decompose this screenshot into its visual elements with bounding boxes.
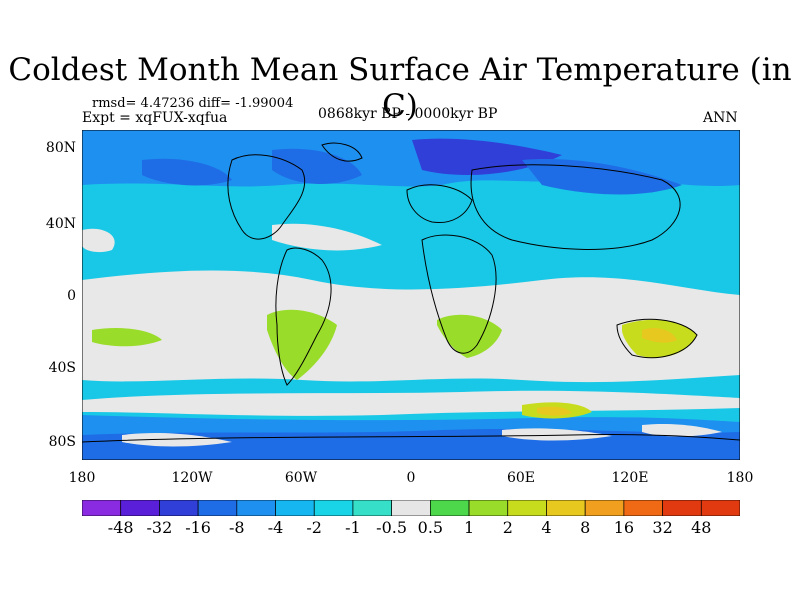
colorbar-label: 32 <box>652 518 673 537</box>
lat-tick-0: 0 <box>67 288 76 304</box>
rmsd-diff-stats: rmsd= 4.47236 diff= -1.99004 <box>92 96 294 111</box>
colorbar-box <box>468 500 509 516</box>
colorbar-label: -48 <box>107 518 134 537</box>
colorbar-box <box>197 500 238 516</box>
map-plot-area <box>82 130 740 460</box>
coastlines <box>82 142 740 443</box>
colorbar-box <box>82 500 122 516</box>
colorbar-box <box>662 500 702 516</box>
temperature-map <box>82 130 740 460</box>
period-label: 0868kyr BP - 0000kyr BP <box>318 106 498 122</box>
colorbar-label: 48 <box>691 518 712 537</box>
colorbar-box <box>236 500 276 516</box>
colorbar-label: 8 <box>580 518 591 537</box>
colorbar-label: 16 <box>613 518 635 537</box>
colorbar-box <box>700 500 740 516</box>
colorbar-box <box>313 500 354 516</box>
colorbar-label: -32 <box>146 518 173 537</box>
colorbar-label: -0.5 <box>376 518 408 537</box>
tropical-near-zero-band <box>82 270 740 383</box>
lon-tick-0: 0 <box>406 470 416 486</box>
colorbar-box <box>159 500 199 516</box>
colorbar-label: 2 <box>502 518 513 537</box>
lat-tick-80s: 80S <box>48 434 76 450</box>
colorbar-label: -2 <box>306 518 322 537</box>
colorbar-label: 0.5 <box>417 518 444 537</box>
colorbar-box <box>507 500 547 516</box>
colorbar-box <box>546 500 586 516</box>
colorbar-label: -8 <box>229 518 245 537</box>
lat-tick-40n: 40N <box>45 216 76 232</box>
colorbar-label: 4 <box>541 518 552 537</box>
lon-tick-180w: 180 <box>68 470 96 486</box>
colorbar-label: -4 <box>267 518 284 537</box>
colorbar-label: -1 <box>345 518 361 537</box>
colorbar-box <box>584 500 625 516</box>
lon-tick-120w: 120W <box>171 470 213 486</box>
colorbar-box <box>120 500 160 516</box>
colorbar-box <box>391 500 431 516</box>
africa-warm-anomaly <box>437 314 502 358</box>
colorbar <box>82 500 740 516</box>
map-title: Coldest Month Mean Surface Air Temperatu… <box>8 52 792 124</box>
south-america-warm-anomaly <box>267 309 337 380</box>
siberia-cold-anomaly <box>412 138 562 175</box>
colorbar-box <box>430 500 470 516</box>
lon-tick-180e: 180 <box>726 470 754 486</box>
lon-tick-60e: 60E <box>506 470 536 486</box>
lat-tick-80n: 80N <box>45 140 76 156</box>
lat-tick-40s: 40S <box>48 360 76 376</box>
colorbar-label: -16 <box>185 518 211 537</box>
colorbar-box <box>352 500 393 516</box>
colorbar-box <box>275 500 315 516</box>
lon-tick-120e: 120E <box>611 470 649 486</box>
colorbar-box <box>623 500 663 516</box>
season-label: ANN <box>703 110 738 126</box>
experiment-label: Expt = xqFUX-xqfua <box>82 110 228 126</box>
lon-tick-60w: 60W <box>284 470 318 486</box>
colorbar-label: 1 <box>464 518 475 537</box>
